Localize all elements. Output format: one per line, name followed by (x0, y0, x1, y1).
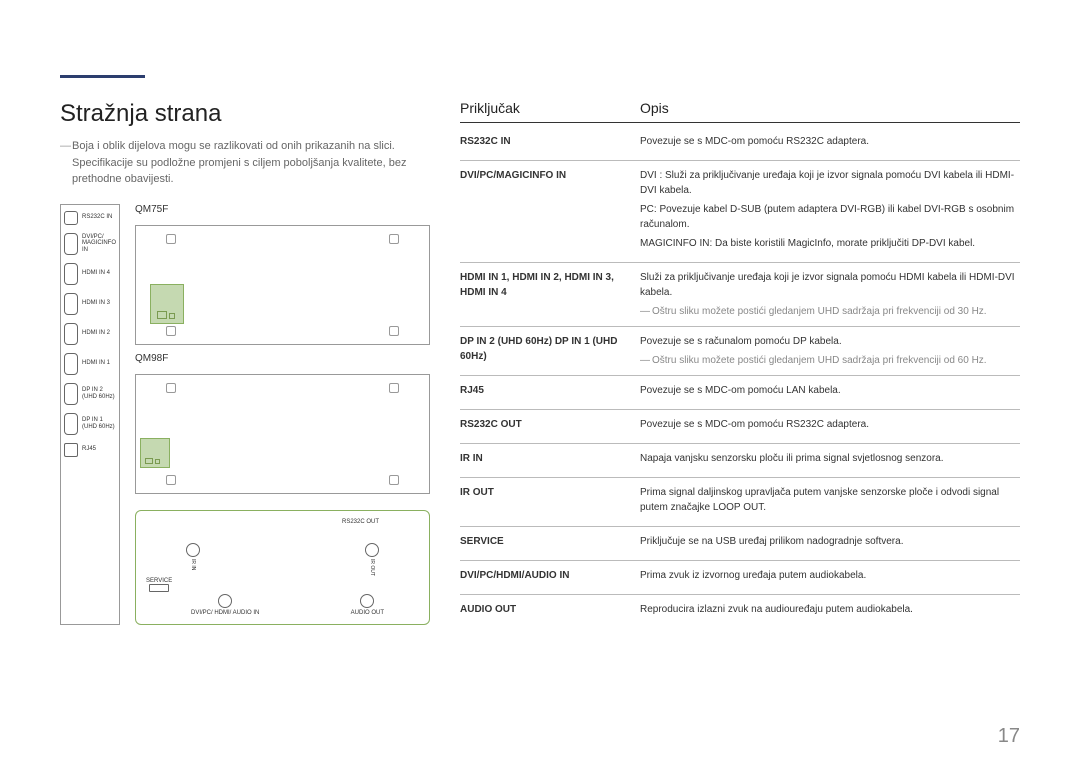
left-column: Stražnja strana Boja i oblik dijelova mo… (60, 100, 430, 628)
diagram-area: RS232C IN DVI/PC/ MAGICINFO IN HDMI IN 4… (60, 204, 430, 625)
table-header: Priključak Opis (460, 100, 1020, 123)
row-desc: Povezuje se s računalom pomoću DP kabela… (640, 334, 1020, 368)
row-desc: Priključuje se na USB uređaj prilikom na… (640, 534, 1020, 553)
table-row: AUDIO OUTReproducira izlazni zvuk na aud… (460, 595, 1020, 628)
detail-audio-out: AUDIO OUT (351, 594, 384, 616)
page-number: 17 (998, 725, 1020, 748)
port-detail-callout: RS232C OUT IR IN IR OUT SERVICE DVI/PC/ … (135, 510, 430, 625)
row-desc: Povezuje se s MDC-om pomoću RS232C adapt… (640, 417, 1020, 436)
table-row: DP IN 2 (UHD 60Hz) DP IN 1 (UHD 60Hz)Pov… (460, 327, 1020, 376)
table-row: SERVICEPriključuje se na USB uređaj pril… (460, 527, 1020, 561)
port-hdmi4: HDMI IN 4 (64, 263, 116, 285)
table-row: RJ45Povezuje se s MDC-om pomoću LAN kabe… (460, 376, 1020, 410)
row-desc: Povezuje se s MDC-om pomoću RS232C adapt… (640, 134, 1020, 153)
header-desc: Opis (640, 100, 1020, 116)
table-row: RS232C INPovezuje se s MDC-om pomoću RS2… (460, 127, 1020, 161)
qm98-label: QM98F (135, 353, 430, 364)
port-rs232c-in: RS232C IN (64, 211, 116, 225)
row-port: DVI/PC/MAGICINFO IN (460, 168, 640, 255)
main-container: Stražnja strana Boja i oblik dijelova mo… (60, 100, 1020, 628)
port-hdmi2: HDMI IN 2 (64, 323, 116, 345)
highlight-area-qm75 (150, 284, 184, 324)
port-rj45: RJ45 (64, 443, 116, 457)
table-row: DVI/PC/MAGICINFO INDVI : Služi za priklj… (460, 161, 1020, 263)
page-title: Stražnja strana (60, 100, 430, 128)
row-port: RS232C OUT (460, 417, 640, 436)
row-port: RS232C IN (460, 134, 640, 153)
row-desc: Služi za priključivanje uređaja koji je … (640, 270, 1020, 319)
table-row: HDMI IN 1, HDMI IN 2, HDMI IN 3, HDMI IN… (460, 263, 1020, 327)
table-row: IR OUTPrima signal daljinskog upravljača… (460, 478, 1020, 527)
side-port-panel: RS232C IN DVI/PC/ MAGICINFO IN HDMI IN 4… (60, 204, 120, 625)
accent-line (60, 75, 145, 78)
intro-note: Boja i oblik dijelova mogu se razlikovat… (60, 138, 430, 188)
row-port: HDMI IN 1, HDMI IN 2, HDMI IN 3, HDMI IN… (460, 270, 640, 319)
row-desc: Prima signal daljinskog upravljača putem… (640, 485, 1020, 519)
detail-ir-out: IR OUT (365, 543, 379, 578)
qm98-rear-view (135, 374, 430, 494)
detail-dvi-audio-in: DVI/PC/ HDMI/ AUDIO IN (191, 594, 259, 616)
right-column: Priključak Opis RS232C INPovezuje se s M… (460, 100, 1020, 628)
row-port: AUDIO OUT (460, 602, 640, 621)
row-desc: Reproducira izlazni zvuk na audiouređaju… (640, 602, 1020, 621)
port-dp1: DP IN 1 (UHD 60Hz) (64, 413, 116, 435)
row-note: Oštru sliku možete postići gledanjem UHD… (640, 353, 1020, 368)
row-port: IR OUT (460, 485, 640, 519)
row-port: SERVICE (460, 534, 640, 553)
row-port: IR IN (460, 451, 640, 470)
table-row: IR INNapaja vanjsku senzorsku ploču ili … (460, 444, 1020, 478)
port-dp2: DP IN 2 (UHD 60Hz) (64, 383, 116, 405)
row-port: DVI/PC/HDMI/AUDIO IN (460, 568, 640, 587)
row-port: RJ45 (460, 383, 640, 402)
detail-service: SERVICE (146, 578, 172, 594)
row-port: DP IN 2 (UHD 60Hz) DP IN 1 (UHD 60Hz) (460, 334, 640, 368)
port-hdmi1: HDMI IN 1 (64, 353, 116, 375)
highlight-area-qm98 (140, 438, 170, 468)
detail-rs232c-out: RS232C OUT (342, 519, 379, 525)
row-desc: Prima zvuk iz izvornog uređaja putem aud… (640, 568, 1020, 587)
table-body: RS232C INPovezuje se s MDC-om pomoću RS2… (460, 127, 1020, 628)
qm75-rear-view (135, 225, 430, 345)
row-desc: Napaja vanjsku senzorsku ploču ili prima… (640, 451, 1020, 470)
qm75-label: QM75F (135, 204, 430, 215)
table-row: DVI/PC/HDMI/AUDIO INPrima zvuk iz izvorn… (460, 561, 1020, 595)
device-column: QM75F QM98F (135, 204, 430, 625)
table-row: RS232C OUTPovezuje se s MDC-om pomoću RS… (460, 410, 1020, 444)
row-desc: Povezuje se s MDC-om pomoću LAN kabela. (640, 383, 1020, 402)
port-dvi-in: DVI/PC/ MAGICINFO IN (64, 233, 116, 255)
row-desc: DVI : Služi za priključivanje uređaja ko… (640, 168, 1020, 255)
header-port: Priključak (460, 100, 640, 116)
port-hdmi3: HDMI IN 3 (64, 293, 116, 315)
detail-ir-in: IR IN (186, 543, 200, 572)
row-note: Oštru sliku možete postići gledanjem UHD… (640, 304, 1020, 319)
